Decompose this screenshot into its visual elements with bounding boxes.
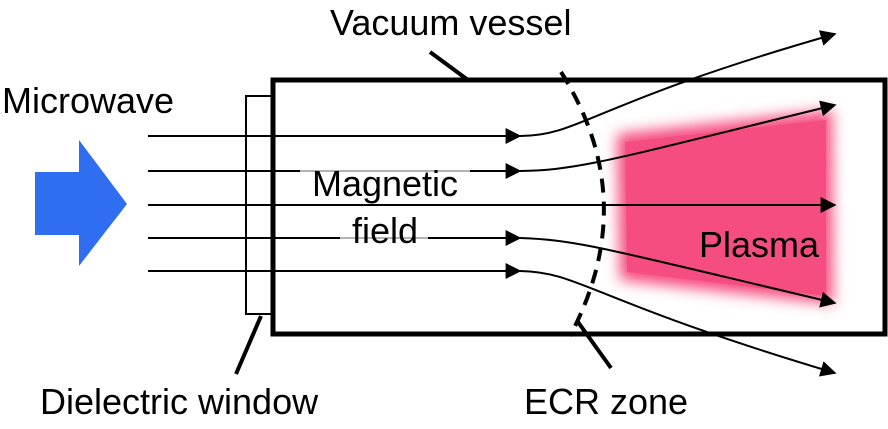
field-line-1-continuation [519, 30, 837, 137]
field-line-5-continuation [519, 270, 837, 377]
dielectric-window-leader [234, 315, 263, 375]
microwave-arrow-icon [35, 140, 127, 266]
vacuum-vessel-label: Vacuum vessel [330, 2, 571, 43]
microwave-label: Microwave [2, 80, 174, 121]
magnetic-field-label-line2: field [352, 210, 418, 251]
ecr-zone-label: ECR zone [524, 381, 688, 422]
vacuum-vessel-leader [428, 50, 470, 82]
ecr-zone-curve [559, 70, 606, 337]
field-line-2-continuation [519, 100, 837, 172]
plasma-label: Plasma [699, 224, 820, 265]
plasma-core [625, 120, 826, 296]
magnetic-field-label-line1: Magnetic [312, 163, 458, 204]
ecr-zone-leader [576, 320, 613, 370]
dielectric-window-label: Dielectric window [40, 381, 319, 422]
field-line-4-continuation [519, 237, 837, 308]
magnetic-field-label-backing-2 [340, 212, 428, 248]
magnetic-field-label-backing [300, 162, 470, 200]
